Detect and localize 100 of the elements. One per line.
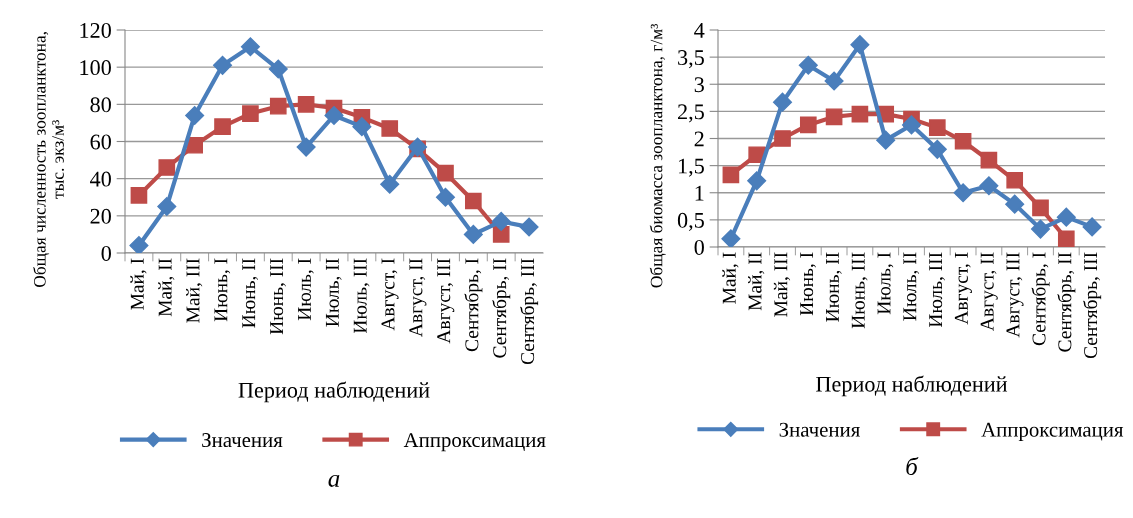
point xyxy=(129,236,149,253)
point xyxy=(464,192,482,210)
y-tick-label: 40 xyxy=(90,171,111,187)
point xyxy=(979,176,999,196)
x-tick-label: Сентябрь, III xyxy=(1083,252,1102,359)
y-tick-label: 3 xyxy=(694,77,704,93)
point xyxy=(722,166,740,184)
y-tick-label: 0 xyxy=(101,245,111,261)
y-tick-label: 2 xyxy=(694,131,704,147)
x-tick-label: Август, I xyxy=(954,252,972,325)
point xyxy=(158,159,176,176)
point xyxy=(297,95,315,113)
x-tick-label: Август, II xyxy=(409,258,427,337)
y-tick-label: 100 xyxy=(80,60,111,76)
y-tick-label: 1 xyxy=(695,185,704,201)
x-tick-label: Август, III xyxy=(1006,252,1024,338)
point xyxy=(214,118,231,135)
point xyxy=(928,119,946,136)
point xyxy=(1056,207,1076,227)
point xyxy=(1006,171,1024,189)
point xyxy=(774,130,791,147)
x-tick-label: Июль, I xyxy=(877,252,894,315)
x-tick-label: Сентябрь, I xyxy=(464,258,483,352)
point xyxy=(380,174,400,194)
point xyxy=(980,151,998,169)
point xyxy=(850,35,870,55)
point xyxy=(492,226,510,243)
x-tick-label: Июль, II xyxy=(325,258,342,327)
x-tick-label: Сентябрь, II xyxy=(492,258,511,358)
text: б xyxy=(906,456,919,476)
point xyxy=(437,164,454,182)
point xyxy=(824,71,844,91)
x-tick-label: Август, I xyxy=(381,258,399,331)
point xyxy=(772,92,793,112)
point xyxy=(157,197,177,217)
y-tick-label: 60 xyxy=(90,134,111,150)
point xyxy=(269,97,287,115)
point xyxy=(901,115,922,135)
point xyxy=(748,146,766,164)
point xyxy=(927,139,947,159)
point xyxy=(435,187,456,207)
point xyxy=(519,217,539,237)
point xyxy=(954,132,972,150)
point xyxy=(1030,219,1051,239)
x-tick-label: Сентябрь, III xyxy=(520,258,539,365)
y-tick-label: 20 xyxy=(90,208,111,224)
point xyxy=(1057,230,1075,247)
x-tick-label: Июнь, II xyxy=(826,252,842,322)
x-axis-title: Период наблюдений xyxy=(816,375,1008,397)
y-tick-label: 0 xyxy=(694,239,704,255)
point xyxy=(1032,199,1049,217)
x-tick-label: Май, I xyxy=(722,252,739,304)
y-tick-label: 80 xyxy=(90,97,111,113)
point xyxy=(953,183,973,203)
point xyxy=(186,136,204,154)
y-tick-label: 1,5 xyxy=(678,158,704,177)
x-tick-label: Июнь, I xyxy=(214,258,231,322)
point xyxy=(268,59,288,79)
x-tick-label: Август, III xyxy=(437,258,455,344)
x-tick-label: Июль, II xyxy=(903,252,920,321)
point xyxy=(721,229,741,247)
text: а xyxy=(328,474,340,487)
y-tick-label: 0,5 xyxy=(677,212,704,231)
x-tick-label: Май, III xyxy=(773,252,791,317)
point xyxy=(381,120,399,137)
point xyxy=(825,108,843,126)
point xyxy=(324,105,344,126)
x-tick-label: Май, II xyxy=(748,252,765,311)
legend-label: Значения xyxy=(202,433,283,448)
point xyxy=(185,105,205,126)
x-tick-label: Июнь, III xyxy=(851,252,868,329)
x-tick-label: Август, II xyxy=(980,252,998,331)
x-tick-label: Май, III xyxy=(186,258,203,323)
x-tick-label: Сентябрь, I xyxy=(1031,252,1050,346)
point xyxy=(491,211,511,231)
x-tick-label: Июль, III xyxy=(353,258,370,334)
point xyxy=(212,55,233,75)
point xyxy=(799,116,817,134)
y-tick-label: 2,5 xyxy=(678,104,704,123)
point xyxy=(798,55,818,75)
y-axis-title: Общая численность зоопланктона, тыс. экз/м³ xyxy=(33,32,64,287)
point xyxy=(747,171,767,191)
point xyxy=(876,130,896,150)
y-axis-title: Общая биомасса зоопланктона, г/м³ xyxy=(649,23,666,288)
x-tick-label: Май, II xyxy=(158,258,175,317)
point xyxy=(463,224,483,244)
y-tick-label: 120 xyxy=(80,22,111,38)
legend-label: Значения xyxy=(779,422,860,437)
x-tick-label: Июнь, III xyxy=(270,258,286,335)
point xyxy=(296,137,316,157)
x-tick-label: Сентябрь, II xyxy=(1057,252,1076,352)
point xyxy=(240,37,260,57)
point xyxy=(352,117,372,137)
legend-label: Аппроксимация xyxy=(403,433,546,452)
x-tick-label: Июль, I xyxy=(298,258,314,321)
point xyxy=(1082,217,1102,237)
point xyxy=(242,105,259,122)
y-tick-label: 4 xyxy=(694,23,705,38)
point xyxy=(130,187,148,204)
legend-label: Аппроксимация xyxy=(981,422,1124,442)
